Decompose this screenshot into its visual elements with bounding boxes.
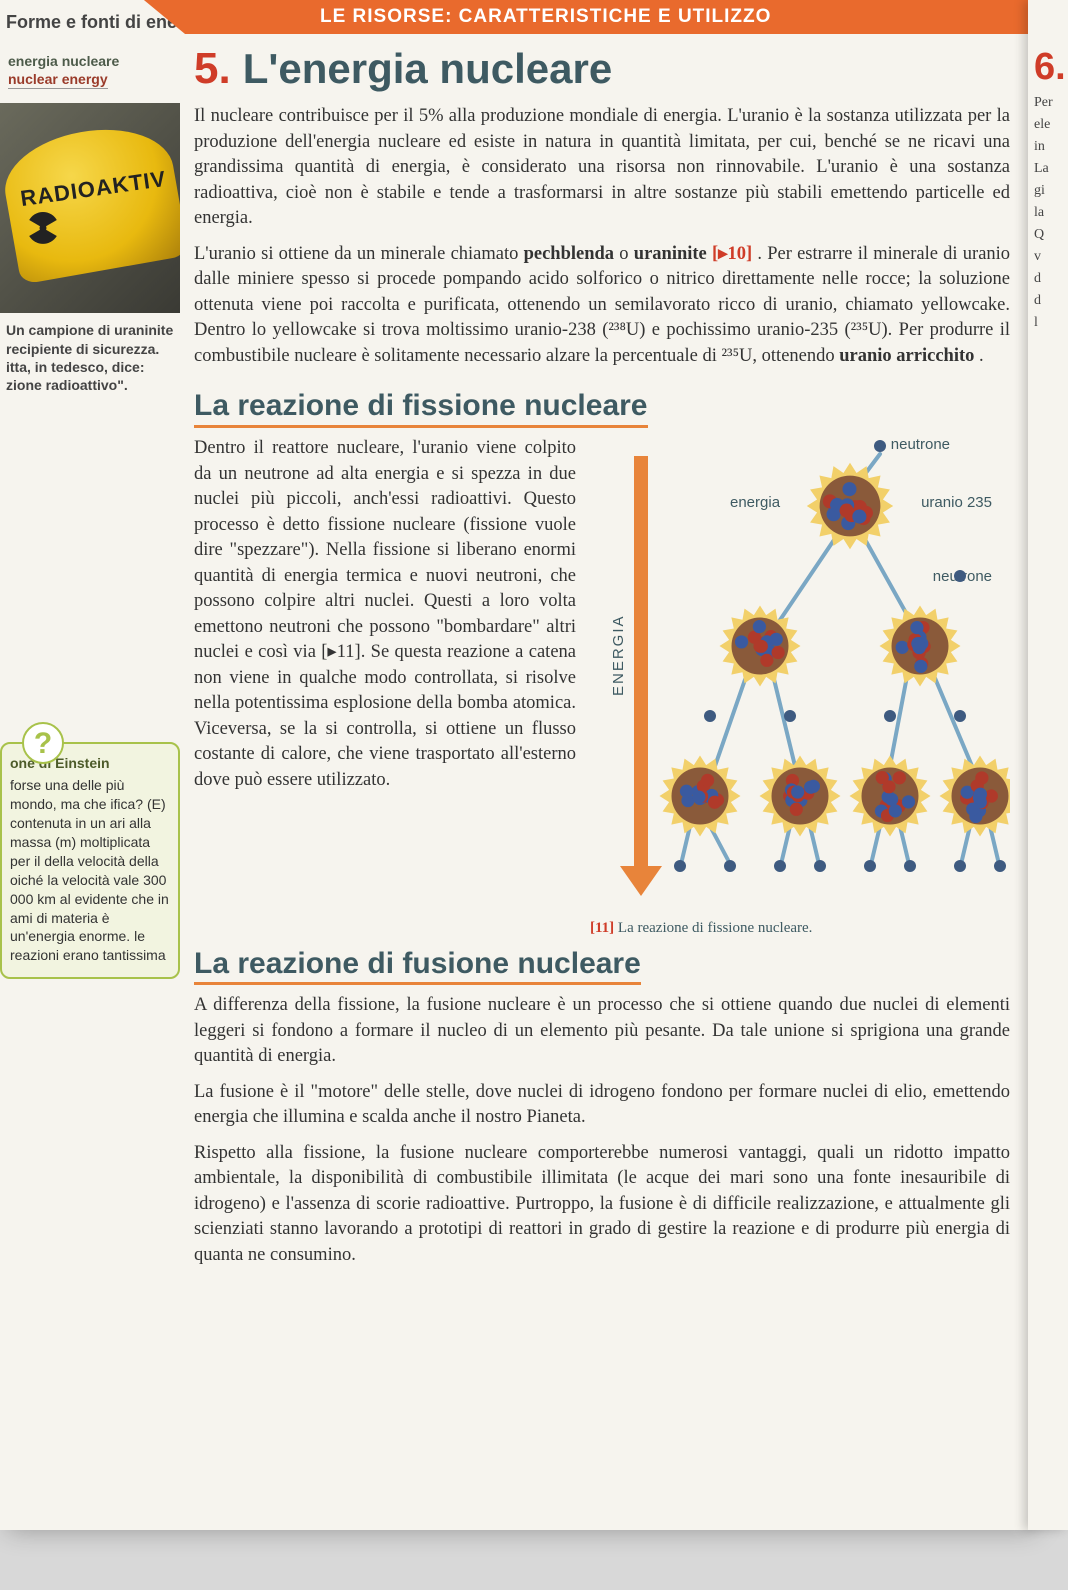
photo-caption: Un campione di uraninite recipiente di s… [0, 313, 180, 402]
section-heading: L'energia nucleare [243, 45, 612, 93]
paragraph-fusion-1: A differenza della fissione, la fusione … [194, 993, 1010, 1070]
subheading-fission: La reazione di fissione nucleare [194, 389, 648, 428]
text-span: L'uranio si ottiene da un minerale chiam… [194, 244, 524, 264]
question-box: ? one di Einstein forse una delle più mo… [0, 742, 180, 979]
section-number: 5. [194, 44, 231, 94]
section-title: 5. L'energia nucleare [194, 44, 1010, 94]
paragraph-uranium-source: L'uranio si ottiene da un minerale chiam… [194, 242, 1010, 370]
main-column: 5. L'energia nucleare Il nucleare contri… [190, 44, 1010, 1512]
vocabulary-box: energia nucleare nuclear energy [0, 44, 180, 97]
fission-two-column: Dentro il reattore nucleare, l'uranio vi… [194, 436, 1010, 937]
fission-diagram-wrapper: neutrone energia uranio 235 neutrone ENE… [590, 436, 1010, 937]
vocab-italian: energia nucleare [8, 52, 176, 70]
term-uranio-arricchito: uranio arricchito [839, 346, 974, 366]
figure-caption: [11] La reazione di fissione nucleare. [590, 920, 1010, 937]
paragraph-fusion-3: Rispetto alla fissione, la fusione nucle… [194, 1141, 1010, 1269]
radiation-icon [24, 209, 62, 247]
side-photo: RADIOAKTIV [0, 103, 180, 313]
next-page-fragments: PereleinLagilaQvddl [1034, 95, 1064, 331]
vocab-english: nuclear energy [8, 70, 108, 89]
side-column: energia nucleare nuclear energy RADIOAKT… [0, 44, 180, 1512]
figure-ref-11: [11] [590, 920, 614, 936]
text-span: o [619, 244, 633, 264]
page-content: energia nucleare nuclear energy RADIOAKT… [0, 34, 1028, 1530]
next-section-number: 6. [1034, 46, 1064, 89]
subheading-fusion: La reazione di fusione nucleare [194, 947, 641, 985]
paragraph-intro: Il nucleare contribuisce per il 5% alla … [194, 104, 1010, 232]
fission-diagram: neutrone energia uranio 235 neutrone ENE… [590, 436, 1010, 916]
textbook-page: Forme e fonti di energia LE RISORSE: CAR… [0, 0, 1028, 1530]
text-span: . [979, 346, 984, 366]
question-body: forse una delle più mondo, ma che ifica?… [10, 776, 170, 965]
next-page-peek: 6. PereleinLagilaQvddl [1028, 0, 1068, 1530]
term-pechblenda: pechblenda [524, 244, 614, 264]
paragraph-fission: Dentro il reattore nucleare, l'uranio vi… [194, 436, 576, 793]
term-uraninite: uraninite [634, 244, 707, 264]
question-mark-icon: ? [22, 722, 64, 764]
paragraph-fusion-2: La fusione è il "motore" delle stelle, d… [194, 1080, 1010, 1131]
cross-ref-10: [▸10] [712, 244, 752, 264]
figure-caption-text: La reazione di fissione nucleare. [618, 920, 813, 936]
